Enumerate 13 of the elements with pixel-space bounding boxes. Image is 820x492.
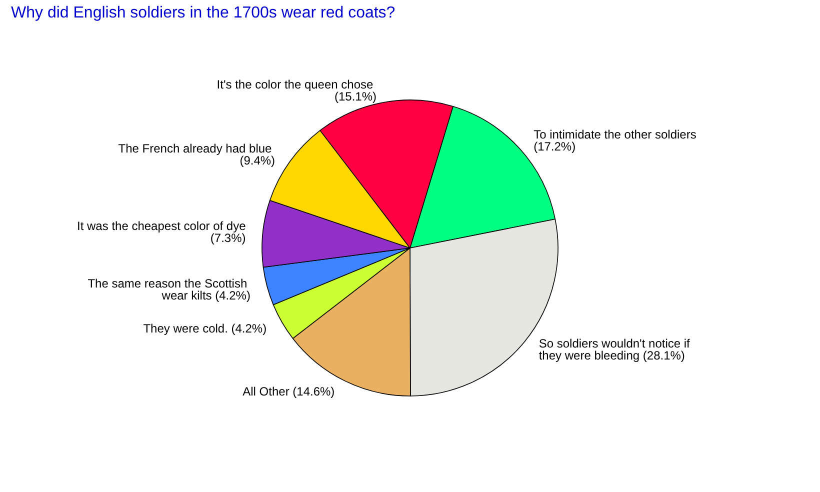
slice-label: It was the cheapest color of dye	[77, 219, 246, 234]
data-label: (17.2%)	[534, 140, 576, 154]
data-label: (7.3%)	[207, 231, 246, 246]
slice-label: The French already had blue	[118, 142, 276, 156]
slice-label: The same reason the Scottish wear kilts (4.2%)	[88, 276, 250, 302]
slice-label: All Other (14.6%)	[242, 384, 335, 399]
slice-label: So soldiers wouldn't notice if they were bleeding (28.1%)	[538, 336, 694, 362]
data-label: (9.4%)	[240, 154, 276, 168]
slice-label: They were cold. (4.2%)	[143, 321, 267, 336]
chart-title: Why did English soldiers in the 1700s wear red coats?	[11, 4, 396, 22]
slice-label: To intimidate the other soldiers	[534, 128, 700, 142]
data-label: (15.1%)	[334, 90, 377, 104]
slice-label: It's the color the queen chose	[216, 78, 377, 92]
